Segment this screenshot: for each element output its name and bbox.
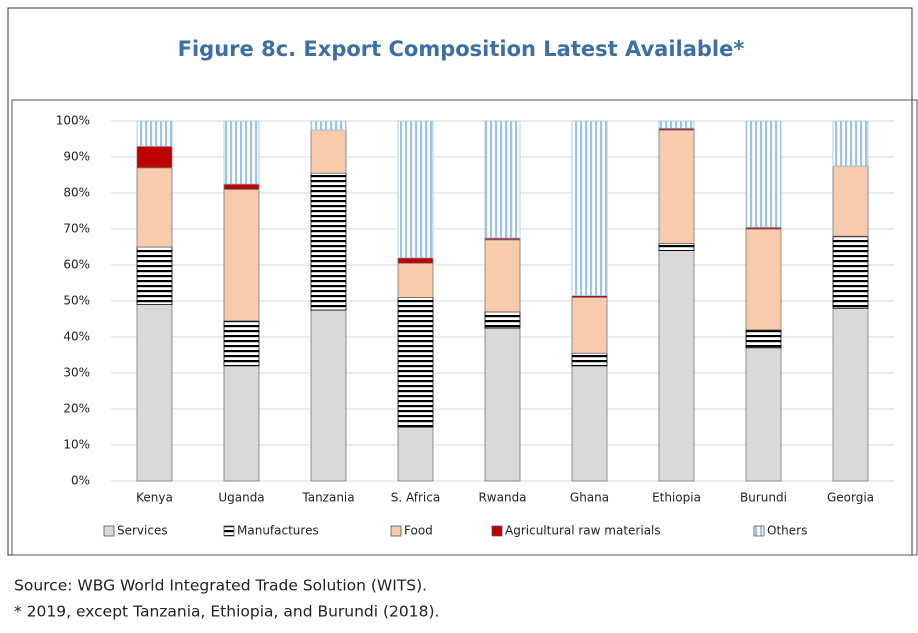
- bar-segment: [571, 120, 608, 297]
- legend-label: Agricultural raw materials: [505, 524, 661, 538]
- bar-segment: [223, 120, 260, 185]
- bar-segment: [310, 129, 347, 174]
- bar-segment: [571, 352, 608, 367]
- bar-segment: [484, 327, 521, 482]
- bar-segment: [310, 172, 347, 311]
- y-tick-label: 50%: [63, 294, 90, 308]
- legend-swatch: [753, 525, 765, 537]
- bar-segment: [136, 246, 173, 305]
- bar-segment: [397, 426, 434, 482]
- chart-title: Figure 8c. Export Composition Latest Ava…: [178, 37, 745, 61]
- bar-segment: [310, 309, 347, 482]
- y-tick-label: 90%: [63, 150, 90, 164]
- bar-segment: [397, 262, 434, 298]
- bar-segment: [223, 320, 260, 367]
- bar-segment: [745, 347, 782, 482]
- y-tick-label: 100%: [56, 114, 90, 128]
- bar-segment: [658, 250, 695, 482]
- bar-segment: [136, 304, 173, 482]
- bar-segment: [658, 129, 695, 244]
- bar-segment: [745, 120, 782, 228]
- y-tick-label: 10%: [63, 438, 90, 452]
- x-tick-label: Georgia: [827, 491, 874, 505]
- bar-segment: [832, 235, 869, 309]
- bar-segment: [397, 296, 434, 428]
- bar-segment: [310, 120, 347, 131]
- source-note: Source: WBG World Integrated Trade Solut…: [14, 577, 427, 595]
- x-tick-label: Rwanda: [478, 491, 526, 505]
- bar-segment: [571, 296, 608, 354]
- x-tick-label: Tanzania: [301, 491, 354, 505]
- bar-segment: [571, 365, 608, 482]
- footnote: * 2019, except Tanzania, Ethiopia, and B…: [14, 603, 439, 621]
- bar-segment: [484, 311, 521, 329]
- x-tick-label: Ghana: [570, 491, 609, 505]
- bar-segment: [832, 165, 869, 237]
- chart-frame: [11, 99, 918, 556]
- bar-segment: [484, 120, 521, 239]
- y-tick-label: 80%: [63, 186, 90, 200]
- y-tick-label: 20%: [63, 402, 90, 416]
- bar-segment: [223, 183, 260, 190]
- bar-segment: [658, 242, 695, 251]
- bar-segment: [223, 365, 260, 482]
- legend-label: Manufactures: [237, 524, 319, 538]
- y-tick-label: 70%: [63, 222, 90, 236]
- legend-label: Food: [404, 524, 433, 538]
- y-tick-label: 40%: [63, 330, 90, 344]
- bar-segment: [484, 239, 521, 313]
- y-tick-label: 0%: [71, 474, 90, 488]
- y-tick-label: 60%: [63, 258, 90, 272]
- x-tick-label: Ethiopia: [652, 491, 701, 505]
- legend-swatch: [223, 525, 235, 537]
- bar-segment: [136, 145, 173, 169]
- legend-label: Services: [117, 524, 168, 538]
- legend-swatch: [390, 525, 402, 537]
- bar-segment: [745, 228, 782, 331]
- bar-segment: [832, 120, 869, 167]
- bar-segment: [397, 120, 434, 259]
- bar-segment: [745, 329, 782, 349]
- x-tick-label: Kenya: [136, 491, 173, 505]
- x-tick-label: Uganda: [218, 491, 264, 505]
- bar-segment: [397, 257, 434, 264]
- legend-swatch: [491, 525, 503, 537]
- legend-swatch: [103, 525, 115, 537]
- bar-segment: [658, 120, 695, 129]
- bar-segment: [223, 188, 260, 322]
- x-tick-label: S. Africa: [391, 491, 440, 505]
- x-tick-label: Burundi: [740, 491, 787, 505]
- legend-label: Others: [767, 524, 807, 538]
- bar-segment: [832, 307, 869, 482]
- y-tick-label: 30%: [63, 366, 90, 380]
- bar-segment: [136, 167, 173, 248]
- bar-segment: [136, 120, 173, 147]
